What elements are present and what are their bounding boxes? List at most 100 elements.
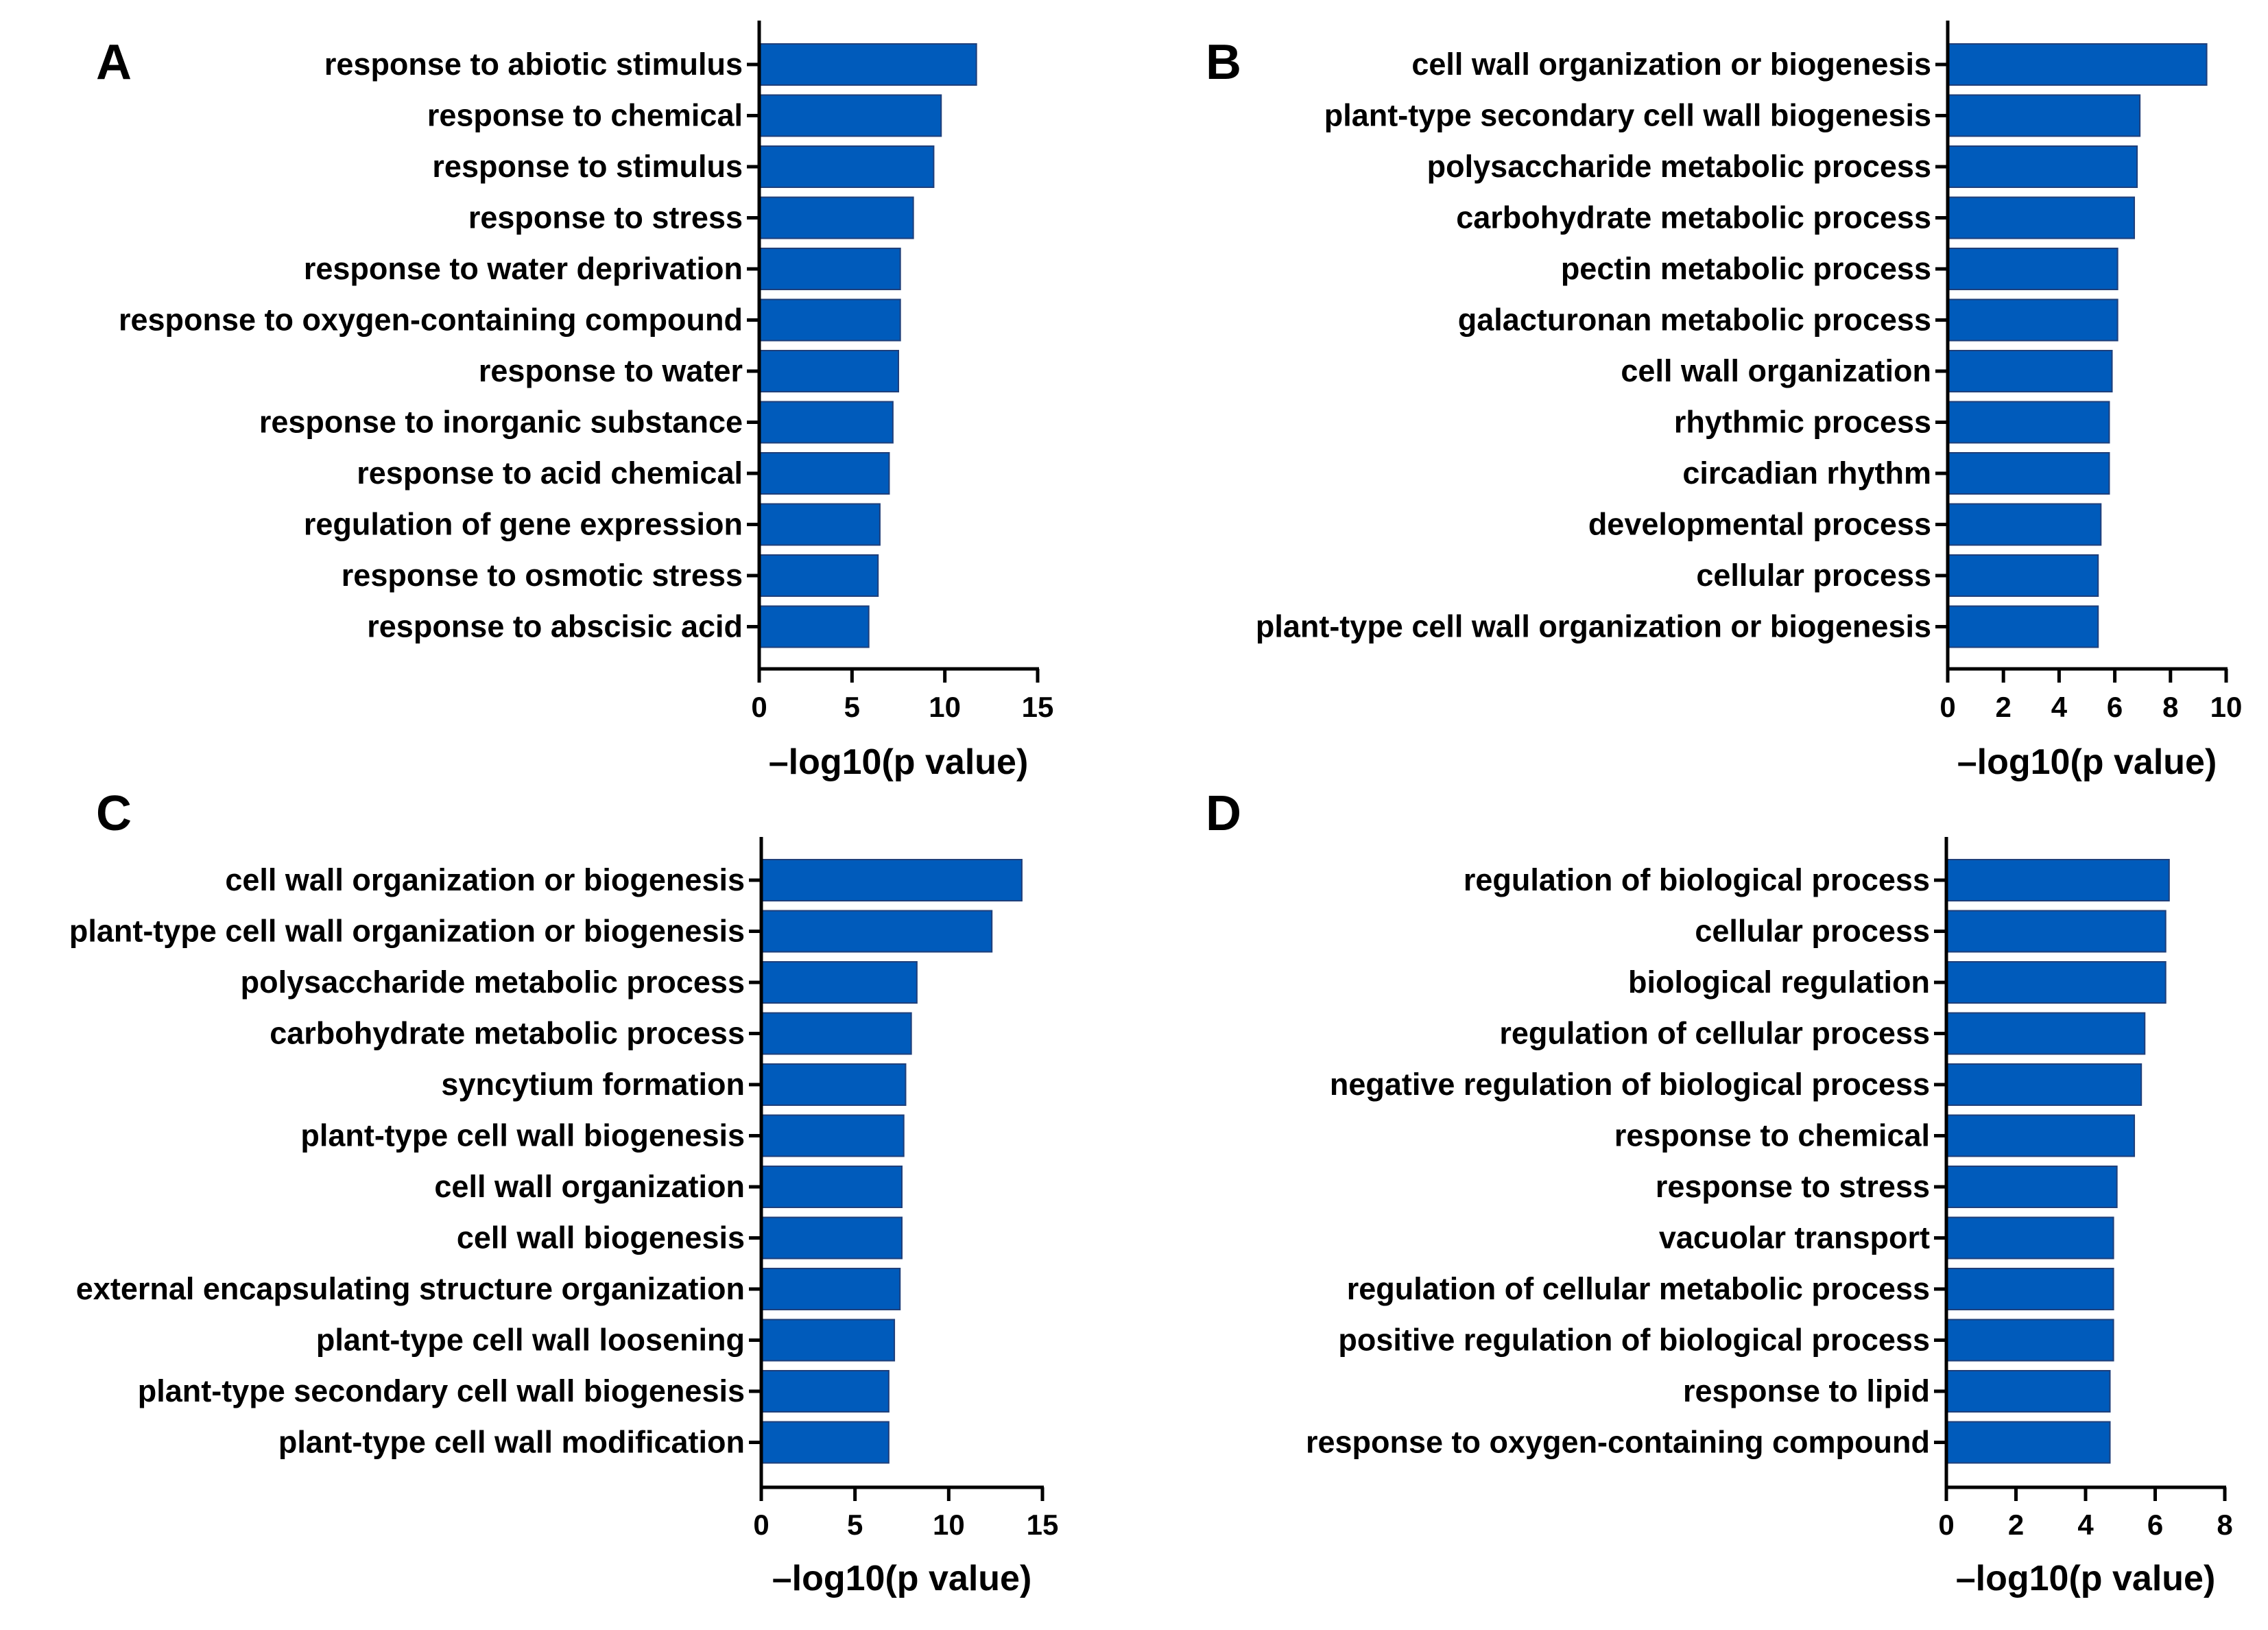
category-label: plant-type cell wall loosening [316,1323,745,1358]
category-label: response to acid chemical [357,456,743,491]
category-label: response to chemical [427,98,743,133]
category-label: response to inorganic substance [259,405,743,440]
category-label: response to stimulus [432,149,743,184]
x-tick-label: 5 [844,691,860,723]
bar [1947,145,2138,188]
panel-letter: A [96,35,132,90]
category-label: plant-type cell wall biogenesis [300,1118,745,1153]
bar [1947,43,2208,86]
category-label: polysaccharide metabolic process [1427,149,1931,184]
category-label: rhythmic process [1674,405,1931,440]
category-label: syncytium formation [441,1067,745,1102]
category-label: biological regulation [1628,965,1930,1000]
category-label: negative regulation of biological proces… [1330,1067,1930,1102]
bar [761,1216,903,1260]
bar [1946,1268,2114,1310]
bar [1946,961,2166,1004]
category-label: regulation of cellular metabolic process [1347,1271,1930,1306]
bar [1947,452,2110,495]
category-label: regulation of biological process [1464,862,1930,897]
x-tick-label: 15 [1027,1509,1059,1541]
bar [761,1114,905,1157]
x-tick-label: 5 [847,1509,863,1541]
bar [761,1268,901,1310]
category-label: response to water deprivation [304,251,743,286]
bar [761,1012,912,1055]
category-label: cellular process [1695,914,1930,949]
bar [1947,248,2118,290]
bar [1946,859,2170,901]
x-tick-label: 0 [1939,691,1955,723]
bar [759,605,870,648]
category-label: cell wall organization or biogenesis [225,862,745,897]
category-label: response to water [479,353,743,388]
category-label: cell wall organization [434,1169,745,1204]
bar [761,961,918,1004]
x-axis-title: –log10(p value) [772,1559,1032,1598]
category-label: positive regulation of biological proces… [1338,1323,1930,1358]
category-label: regulation of cellular process [1499,1016,1930,1051]
category-label: regulation of gene expression [304,507,743,542]
bar [759,43,977,86]
bar [1947,503,2102,546]
bar [1947,350,2113,392]
x-tick-label: 0 [753,1509,769,1541]
x-tick-label: 10 [2210,691,2243,723]
category-label: plant-type cell wall organization or bio… [69,914,745,949]
bar [761,1166,903,1208]
x-tick-label: 2 [1996,691,2012,723]
category-label: cell wall organization or biogenesis [1411,47,1931,82]
bar [1946,1114,2136,1157]
bar [1946,910,2166,953]
category-label: plant-type cell wall organization or bio… [1256,609,1931,644]
bar [759,452,890,495]
bar [1946,1166,2118,1208]
x-tick-label: 8 [2162,691,2178,723]
category-label: response to lipid [1683,1373,1930,1408]
x-tick-label: 0 [1938,1509,1954,1541]
bar [1946,1370,2111,1413]
bar [1947,94,2141,137]
x-tick-label: 2 [2008,1509,2024,1541]
bar [761,859,1023,901]
x-tick-label: 4 [2051,691,2068,723]
x-tick-label: 15 [1022,691,1054,723]
bar [761,1063,907,1106]
x-tick-label: 8 [2217,1509,2232,1541]
bar [1946,1216,2114,1260]
bar [1946,1319,2114,1362]
panel-letter: C [96,786,132,841]
bar [759,350,899,392]
x-tick-label: 6 [2107,691,2123,723]
panel-letter: D [1206,786,1241,841]
bar [759,145,935,188]
category-label: response to osmotic stress [342,558,743,593]
bar [759,503,881,546]
x-tick-label: 4 [2077,1509,2094,1541]
x-axis-title: –log10(p value) [1957,742,2217,782]
bar [1947,605,2099,648]
x-tick-label: 10 [929,691,961,723]
category-label: galacturonan metabolic process [1458,303,1931,338]
bar [1946,1012,2146,1055]
bar [761,910,993,953]
bar [1947,401,2110,444]
bar [759,298,901,342]
bar [761,1370,890,1413]
bar [761,1319,896,1362]
category-label: response to abiotic stimulus [324,47,743,82]
bar [759,248,901,290]
category-label: pectin metabolic process [1561,251,1931,286]
category-label: plant-type secondary cell wall biogenesi… [1324,98,1931,133]
bar [1947,196,2136,239]
category-label: polysaccharide metabolic process [241,965,745,1000]
category-label: response to stress [468,200,743,235]
bar [759,94,942,137]
bar [1947,298,2118,342]
category-label: vacuolar transport [1659,1220,1930,1255]
category-label: response to stress [1656,1169,1930,1204]
